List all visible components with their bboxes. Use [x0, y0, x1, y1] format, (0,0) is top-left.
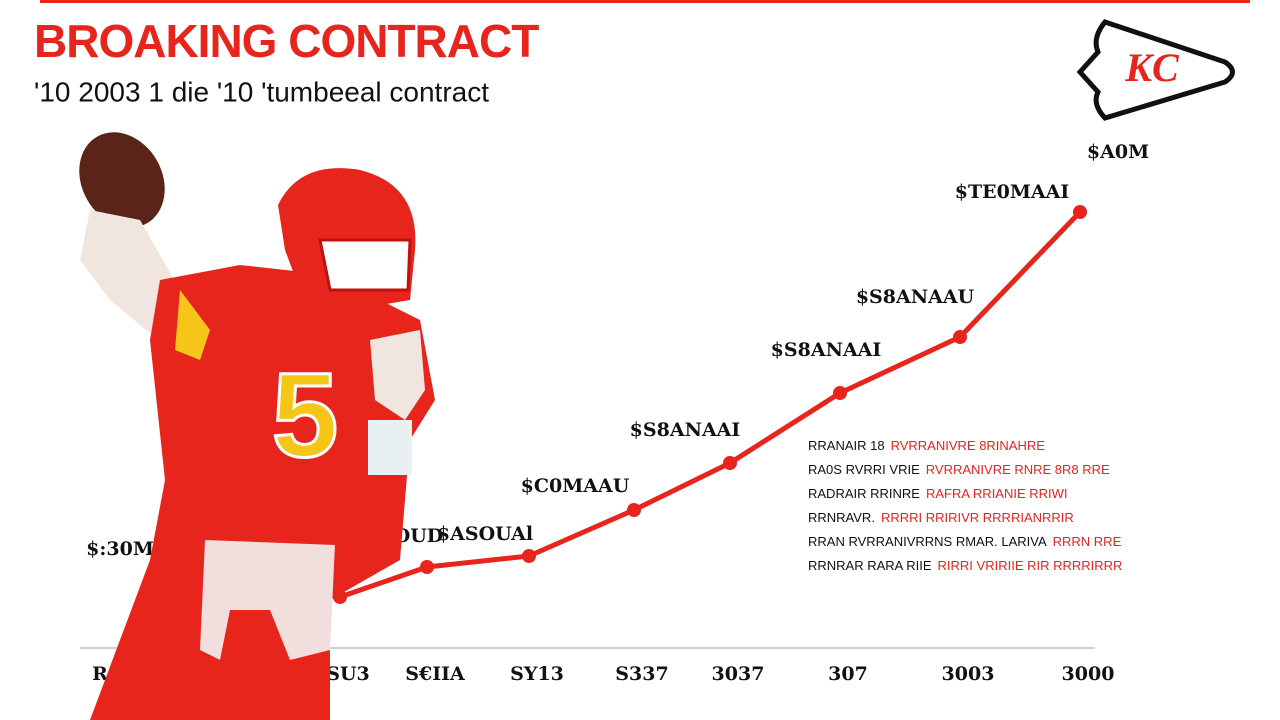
- data-label: $S8ANAAI: [771, 339, 882, 361]
- data-label: $ASOUAl: [437, 523, 533, 545]
- point: [420, 560, 434, 574]
- data-label: $C0MAAU: [521, 475, 630, 497]
- line: [339, 210, 1082, 600]
- x-tick-label: 307: [828, 663, 868, 685]
- note-part: RRRN RRE: [1053, 534, 1122, 549]
- note-part: RVRRANIVRE RNRE 8R8 RRE: [926, 462, 1110, 477]
- point: [1073, 205, 1087, 219]
- note-line: RRAN RVRRANIVRRNS RMAR. LARIVA RRRN RRE: [808, 534, 1122, 549]
- note-part: RRANAIR 18: [808, 438, 885, 453]
- subtitle: '10 2003 1 die '10 'tumbeeal contract: [34, 76, 489, 107]
- x-tick-label: 3003: [942, 663, 995, 685]
- point: [723, 456, 737, 470]
- data-label: $:30M: [86, 538, 154, 560]
- x-tick-label: SY13: [510, 663, 564, 685]
- note-part: RRNRAR RARA RIIE: [808, 558, 932, 573]
- x-tick-label: SU3: [326, 663, 370, 685]
- note-part: RADRAIR RRINRE: [808, 486, 920, 501]
- note-line: RRNRAVR. RRRRI RRIRIVR RRRRIANRRIR: [808, 510, 1074, 525]
- svg-text:KC: KC: [1124, 45, 1180, 90]
- title: BROAKING CONTRACT: [34, 15, 539, 67]
- data-label: $S8ANAAI: [630, 419, 741, 441]
- point: [627, 503, 641, 517]
- note-line: RRNRAR RARA RIIE RIRRI VRIRIIE RIR RRRRIR…: [808, 558, 1122, 573]
- point: [833, 386, 847, 400]
- x-tick-label: R: [92, 663, 108, 685]
- x-tick-label: 3037: [712, 663, 765, 685]
- note-part: RAFRA RRIANIE RRIWI: [926, 486, 1068, 501]
- note-part: RRRRI RRIRIVR RRRRIANRRIR: [881, 510, 1074, 525]
- jersey-number: 5: [272, 349, 339, 483]
- note-part: RIRRI VRIRIIE RIR RRRRIRRR: [938, 558, 1123, 573]
- data-label: $S8ANAAU: [856, 286, 975, 308]
- point: [522, 549, 536, 563]
- team-logo: KC: [1076, 19, 1235, 121]
- data-label: $TE0MAAI: [955, 181, 1070, 203]
- notes: RRANAIR 18 RVRRANIVRE 8RINAHRE RA0S RVRRI …: [808, 438, 1122, 573]
- x-tick-label: S337: [615, 663, 668, 685]
- note-line: RA0S RVRRI VRIE RVRRANIVRE RNRE 8R8 RRE: [808, 462, 1110, 477]
- note-part: RA0S RVRRI VRIE: [808, 462, 920, 477]
- player-illustration: 5: [79, 132, 435, 720]
- x-tick-label: S€IIA: [405, 663, 465, 685]
- note-line: RRANAIR 18 RVRRANIVRE 8RINAHRE: [808, 438, 1045, 453]
- x-tick-label: 3000: [1062, 663, 1115, 685]
- top-rule: [40, 0, 1250, 3]
- note-part: RRAN RVRRANIVRRNS RMAR. LARIVA: [808, 534, 1047, 549]
- note-line: RADRAIR RRINRE RAFRA RRIANIE RRIWI: [808, 486, 1068, 501]
- note-part: RRNRAVR.: [808, 510, 875, 525]
- note-part: RVRRANIVRE 8RINAHRE: [891, 438, 1046, 453]
- point: [953, 330, 967, 344]
- data-label: $A0M: [1087, 141, 1149, 163]
